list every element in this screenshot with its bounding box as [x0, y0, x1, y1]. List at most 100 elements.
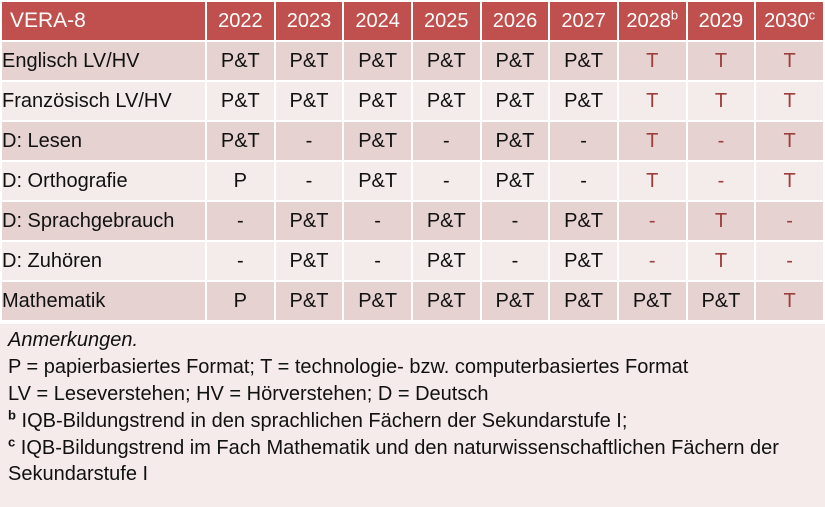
row-label-cell: D: Lesen: [0, 120, 207, 162]
footnote-b-marker: b: [8, 407, 16, 423]
footnote-b-text: IQB-Bildungstrend in den sprachlichen Fä…: [21, 409, 628, 432]
value-cell: T: [616, 40, 688, 82]
value-cell: P&T: [479, 40, 551, 82]
value-cell: P&T: [410, 80, 482, 122]
value-cell: T: [616, 80, 688, 122]
year-label: 2024: [355, 9, 400, 32]
value-cell: T: [685, 80, 757, 122]
value-cell: P&T: [205, 40, 276, 82]
year-label: 2029: [698, 9, 744, 32]
value-cell: T: [616, 120, 688, 162]
year-label: 2025: [424, 9, 469, 32]
notes-heading-text: Anmerkungen.: [8, 329, 139, 351]
year-header-2023: 2023: [273, 0, 345, 42]
year-header-2030: 2030c: [754, 0, 825, 42]
value-cell: P&T: [342, 80, 413, 122]
value-cell: T: [754, 80, 825, 122]
value-cell: P&T: [410, 240, 482, 282]
value-cell: P&T: [548, 200, 619, 242]
table-body: Englisch LV/HV P&T P&T P&T P&T P&T P&T T T T Franz…: [0, 40, 825, 322]
value-cell: -: [205, 240, 276, 282]
value-cell: -: [548, 120, 619, 162]
value-cell: P&T: [342, 160, 413, 202]
row-label-cell: Englisch LV/HV: [0, 40, 207, 82]
value-cell: P&T: [342, 120, 413, 162]
value-cell: P&T: [342, 40, 413, 82]
value-cell: P: [205, 160, 276, 202]
value-cell: -: [342, 240, 413, 282]
value-cell: -: [479, 240, 551, 282]
value-cell: P&T: [205, 80, 276, 122]
value-cell: P&T: [548, 80, 619, 122]
year-header-2027: 2027: [548, 0, 619, 42]
value-cell: P&T: [616, 280, 688, 322]
value-cell: P&T: [410, 40, 482, 82]
value-cell: -: [205, 200, 276, 242]
year-label: 2030: [764, 9, 809, 32]
value-cell: P&T: [685, 280, 757, 322]
value-cell: P&T: [273, 80, 345, 122]
value-cell: -: [548, 160, 619, 202]
value-cell: P&T: [548, 240, 619, 282]
year-header-2025: 2025: [410, 0, 482, 42]
value-cell: T: [685, 200, 757, 242]
footnote-c: c IQB-Bildungstrend im Fach Mathematik u…: [8, 435, 817, 489]
value-cell: P&T: [273, 240, 345, 282]
row-label-cell: D: Orthografie: [0, 160, 207, 202]
value-cell: T: [616, 160, 688, 202]
row-label-cell: Französisch LV/HV: [0, 80, 207, 122]
value-cell: P&T: [479, 160, 551, 202]
value-cell: -: [685, 160, 757, 202]
year-label: 2026: [492, 9, 538, 32]
table-row: Mathematik P P&T P&T P&T P&T P&T P&T P&T T: [0, 280, 825, 322]
value-cell: -: [685, 120, 757, 162]
value-cell: P&T: [548, 40, 619, 82]
year-header-2022: 2022: [205, 0, 276, 42]
year-label: 2023: [286, 9, 332, 32]
value-cell: T: [754, 40, 825, 82]
year-header-2026: 2026: [479, 0, 551, 42]
table-row: D: Sprachgebrauch - P&T - P&T - P&T - T -: [0, 200, 825, 242]
value-cell: P&T: [479, 80, 551, 122]
value-cell: P&T: [273, 280, 345, 322]
value-cell: -: [273, 120, 345, 162]
value-cell: T: [754, 120, 825, 162]
row-label-cell: D: Zuhören: [0, 240, 207, 282]
value-cell: T: [685, 40, 757, 82]
value-cell: P&T: [205, 120, 276, 162]
year-header-2024: 2024: [342, 0, 413, 42]
value-cell: -: [479, 200, 551, 242]
table-header-row: VERA-8 2022 2023 2024 2025 2026 2027 2028b 2029…: [0, 0, 825, 42]
notes-heading: Anmerkungen.: [8, 327, 817, 354]
value-cell: P: [205, 280, 276, 322]
footnote-c-text: IQB-Bildungstrend im Fach Mathematik und…: [8, 436, 779, 486]
value-cell: P&T: [342, 280, 413, 322]
table-row: D: Zuhören - P&T - P&T - P&T - T -: [0, 240, 825, 282]
value-cell: -: [616, 240, 688, 282]
value-cell: T: [754, 160, 825, 202]
value-cell: T: [685, 240, 757, 282]
value-cell: -: [273, 160, 345, 202]
year-footnote-marker: c: [808, 6, 816, 22]
table-notes: Anmerkungen. P = papierbasiertes Format;…: [0, 324, 825, 507]
year-header-2029: 2029: [685, 0, 757, 42]
year-footnote-marker: b: [670, 6, 679, 22]
value-cell: P&T: [273, 200, 345, 242]
value-cell: -: [616, 200, 688, 242]
value-cell: P&T: [410, 200, 482, 242]
footnote-c-marker: c: [8, 433, 16, 449]
year-header-2028: 2028b: [616, 0, 688, 42]
value-cell: P&T: [479, 120, 551, 162]
value-cell: P&T: [410, 280, 482, 322]
value-cell: T: [754, 280, 825, 322]
table-row: D: Lesen P&T - P&T - P&T - T - T: [0, 120, 825, 162]
value-cell: -: [410, 120, 482, 162]
value-cell: P&T: [479, 280, 551, 322]
table-row: D: Orthografie P - P&T - P&T - T - T: [0, 160, 825, 202]
table-row: Englisch LV/HV P&T P&T P&T P&T P&T P&T T T T: [0, 40, 825, 82]
value-cell: -: [410, 160, 482, 202]
year-label: 2028: [626, 9, 671, 32]
vera8-schedule-table: VERA-8 2022 2023 2024 2025 2026 2027 2028b 2029…: [0, 0, 825, 322]
value-cell: -: [342, 200, 413, 242]
